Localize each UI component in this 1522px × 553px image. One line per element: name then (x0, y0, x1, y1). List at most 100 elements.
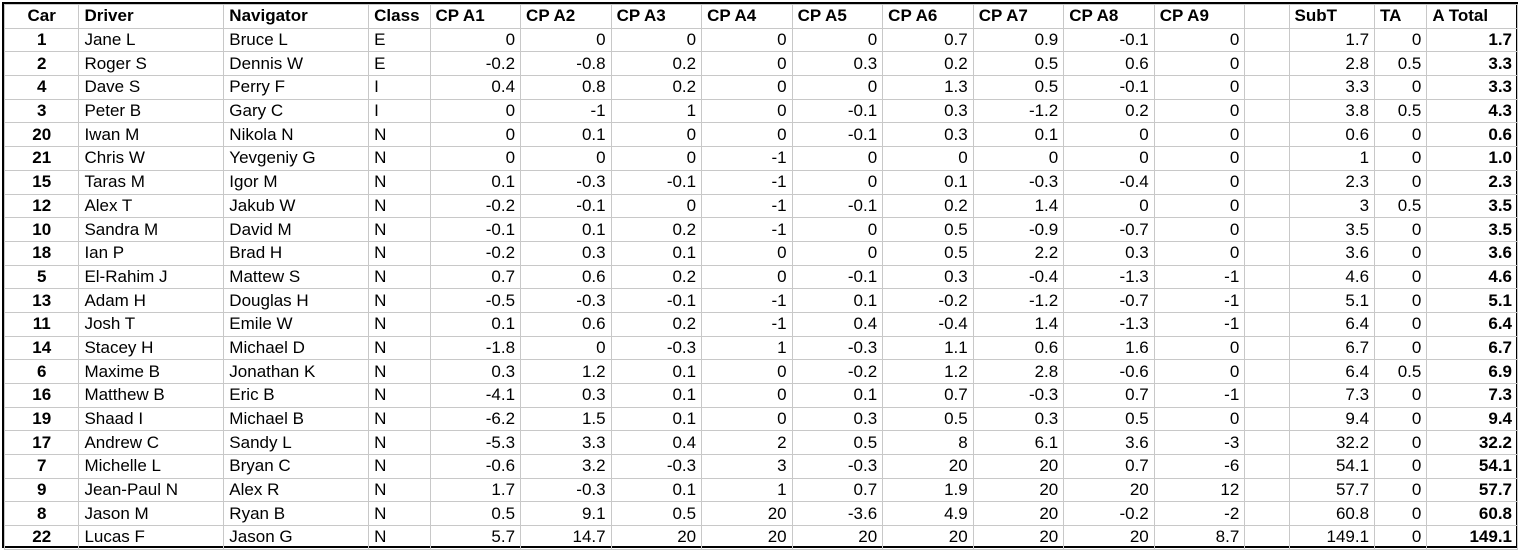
cell-cp-a6[interactable]: 0.1 (882, 169, 974, 195)
cell-subtotal[interactable]: 6.4 (1288, 359, 1376, 384)
cell-a-total[interactable]: 9.4 (1426, 406, 1518, 432)
cell-cp-a1[interactable]: 0.5 (429, 501, 522, 527)
header-cp-a1[interactable]: CP A1 (429, 4, 522, 29)
cell-cp-a7[interactable]: -1.2 (972, 288, 1065, 313)
cell-cp-a8[interactable]: 0 (1063, 146, 1155, 171)
cell-subtotal[interactable]: 3.6 (1288, 240, 1376, 266)
cell-driver[interactable]: Josh T (78, 311, 225, 337)
cell-cp-a4[interactable]: 1 (701, 335, 793, 361)
cell-cp-a5[interactable]: 0.5 (791, 430, 884, 456)
cell-a-total[interactable]: 4.6 (1426, 264, 1518, 290)
cell-cp-a3[interactable]: -0.3 (610, 335, 703, 361)
cell-cp-a4[interactable]: 0 (701, 240, 793, 266)
cell-a-total[interactable]: 3.5 (1426, 193, 1518, 219)
cell-cp-a3[interactable]: 0 (610, 27, 703, 53)
cell-driver[interactable]: Stacey H (78, 335, 225, 361)
cell-cp-a1[interactable]: -0.2 (429, 240, 522, 266)
cell-a-total[interactable]: 6.9 (1426, 359, 1518, 384)
cell-cp-a9[interactable]: -2 (1153, 501, 1246, 527)
cell-ta[interactable]: 0 (1374, 525, 1428, 550)
cell-driver[interactable]: Ian P (78, 240, 225, 266)
cell-driver[interactable]: Dave S (78, 75, 225, 100)
cell-cp-a4[interactable]: -1 (701, 193, 793, 219)
cell-cp-a4[interactable]: -1 (701, 146, 793, 171)
cell-a-total[interactable]: 54.1 (1426, 454, 1518, 479)
cell-cp-a8[interactable]: 1.6 (1063, 335, 1155, 361)
header-a-total[interactable]: A Total (1426, 4, 1518, 29)
cell-ta[interactable]: 0 (1374, 501, 1428, 527)
header-cp-a8[interactable]: CP A8 (1063, 4, 1155, 29)
cell-navigator[interactable]: Mattew S (223, 264, 370, 290)
cell-class[interactable]: I (368, 75, 431, 100)
cell-cp-a1[interactable]: 0 (429, 146, 522, 171)
cell-cp-a1[interactable]: -4.1 (429, 383, 522, 408)
cell-class[interactable]: N (368, 217, 431, 242)
cell-cp-a8[interactable]: 0 (1063, 122, 1155, 148)
cell-cp-a2[interactable]: -0.8 (520, 51, 612, 77)
cell-cp-a3[interactable]: 0.2 (610, 217, 703, 242)
cell-cp-a5[interactable]: 20 (791, 525, 884, 550)
cell-class[interactable]: E (368, 51, 431, 77)
cell-navigator[interactable]: Igor M (223, 169, 370, 195)
cell-cp-a4[interactable]: 0 (701, 406, 793, 432)
cell-driver[interactable]: Taras M (78, 169, 225, 195)
cell-class[interactable]: N (368, 430, 431, 456)
cell-driver[interactable]: Matthew B (78, 383, 225, 408)
cell-navigator[interactable]: Jakub W (223, 193, 370, 219)
cell-blank[interactable] (1244, 169, 1290, 195)
cell-navigator[interactable]: Perry F (223, 75, 370, 100)
cell-cp-a6[interactable]: 1.9 (882, 477, 974, 503)
cell-class[interactable]: N (368, 525, 431, 550)
cell-cp-a7[interactable]: 0.6 (972, 335, 1065, 361)
cell-class[interactable]: N (368, 477, 431, 503)
cell-cp-a2[interactable]: 0.8 (520, 75, 612, 100)
cell-cp-a8[interactable]: -1.3 (1063, 264, 1155, 290)
cell-cp-a9[interactable]: 0 (1153, 122, 1246, 148)
cell-cp-a1[interactable]: 0.3 (429, 359, 522, 384)
cell-a-total[interactable]: 4.3 (1426, 98, 1518, 124)
cell-cp-a6[interactable]: 0.3 (882, 98, 974, 124)
cell-blank[interactable] (1244, 359, 1290, 384)
cell-cp-a7[interactable]: 2.2 (972, 240, 1065, 266)
cell-cp-a4[interactable]: 3 (701, 454, 793, 479)
cell-navigator[interactable]: Alex R (223, 477, 370, 503)
cell-cp-a8[interactable]: -0.7 (1063, 217, 1155, 242)
cell-cp-a9[interactable]: 0 (1153, 75, 1246, 100)
cell-navigator[interactable]: Jason G (223, 525, 370, 550)
cell-driver[interactable]: Iwan M (78, 122, 225, 148)
cell-subtotal[interactable]: 3 (1288, 193, 1376, 219)
cell-ta[interactable]: 0 (1374, 477, 1428, 503)
cell-a-total[interactable]: 6.4 (1426, 311, 1518, 337)
cell-cp-a5[interactable]: 0.3 (791, 51, 884, 77)
cell-cp-a9[interactable]: 0 (1153, 335, 1246, 361)
cell-cp-a1[interactable]: 1.7 (429, 477, 522, 503)
cell-cp-a8[interactable]: 0 (1063, 193, 1155, 219)
cell-cp-a6[interactable]: 1.3 (882, 75, 974, 100)
cell-cp-a2[interactable]: 3.3 (520, 430, 612, 456)
cell-a-total[interactable]: 1.7 (1426, 27, 1518, 53)
header-cp-a4[interactable]: CP A4 (701, 4, 793, 29)
cell-cp-a8[interactable]: -0.7 (1063, 288, 1155, 313)
cell-cp-a6[interactable]: -0.2 (882, 288, 974, 313)
cell-blank[interactable] (1244, 454, 1290, 479)
cell-cp-a3[interactable]: 0.1 (610, 383, 703, 408)
header-cp-a7[interactable]: CP A7 (972, 4, 1065, 29)
cell-class[interactable]: N (368, 122, 431, 148)
cell-cp-a5[interactable]: -0.2 (791, 359, 884, 384)
cell-cp-a5[interactable]: -0.1 (791, 98, 884, 124)
cell-navigator[interactable]: Jonathan K (223, 359, 370, 384)
cell-a-total[interactable]: 1.0 (1426, 146, 1518, 171)
cell-subtotal[interactable]: 7.3 (1288, 383, 1376, 408)
cell-ta[interactable]: 0 (1374, 406, 1428, 432)
cell-cp-a6[interactable]: 4.9 (882, 501, 974, 527)
cell-cp-a3[interactable]: 0.5 (610, 501, 703, 527)
cell-cp-a1[interactable]: 5.7 (429, 525, 522, 550)
cell-class[interactable]: N (368, 454, 431, 479)
cell-cp-a9[interactable]: -1 (1153, 311, 1246, 337)
cell-cp-a9[interactable]: 0 (1153, 51, 1246, 77)
cell-navigator[interactable]: Dennis W (223, 51, 370, 77)
header-blank[interactable] (1244, 4, 1290, 29)
cell-cp-a3[interactable]: 0.1 (610, 240, 703, 266)
cell-cp-a5[interactable]: 0 (791, 169, 884, 195)
cell-cp-a9[interactable]: -6 (1153, 454, 1246, 479)
